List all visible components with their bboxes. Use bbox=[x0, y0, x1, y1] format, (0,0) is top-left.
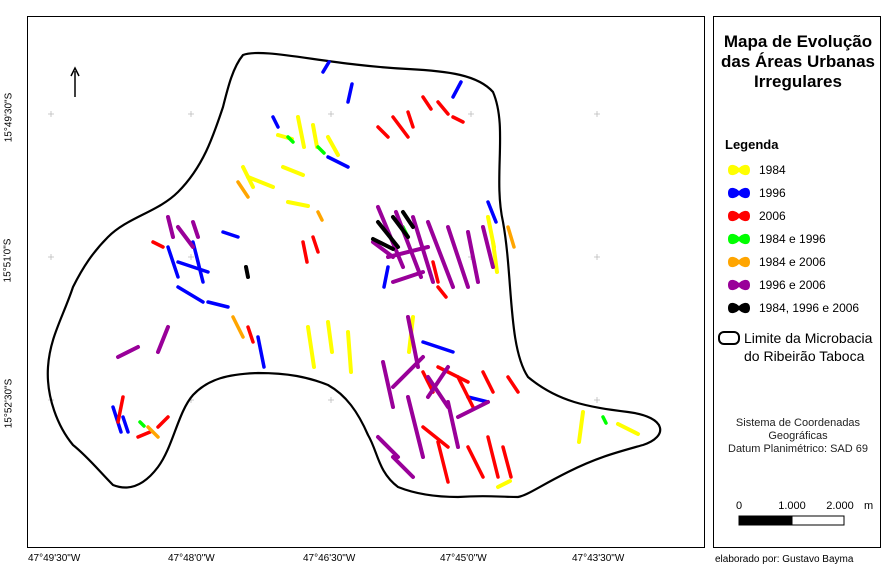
legend-item: 1984, 1996 e 2006 bbox=[725, 299, 859, 317]
graticule-crosses bbox=[48, 111, 600, 403]
legend-item: 1984 e 2006 bbox=[725, 253, 826, 271]
scale-tick-1: 1.000 bbox=[778, 500, 806, 512]
crs-line-1: Sistema de Coordenadas bbox=[735, 417, 861, 429]
map-canvas bbox=[46, 51, 662, 499]
crs-line-3: Datum Planimétrico: SAD 69 bbox=[728, 443, 868, 455]
legend-item-label: 1984 e 2006 bbox=[759, 255, 826, 269]
scale-segment-black bbox=[738, 515, 793, 526]
longitude-label-1: 47°49'30"W bbox=[28, 553, 81, 564]
north-arrow-icon bbox=[70, 66, 80, 97]
legend-swatch bbox=[728, 233, 750, 245]
watershed-boundary bbox=[46, 51, 662, 499]
scale-bar: 0 1.000 2.000 m bbox=[736, 500, 873, 526]
legend-item-boundary: Limite da Microbacia do Ribeirão Taboca bbox=[718, 329, 872, 365]
longitude-label-4: 47°45'0"W bbox=[440, 553, 487, 564]
boundary-label-line-2: do Ribeirão Taboca bbox=[744, 348, 865, 364]
legend-item: 1996 bbox=[725, 184, 786, 202]
author-credit: elaborado por: Gustavo Bayma bbox=[715, 554, 854, 565]
longitude-label-2: 47°48'0"W bbox=[168, 553, 215, 564]
scale-tick-2: 2.000 bbox=[826, 500, 854, 512]
coordinate-system-note: Sistema de Coordenadas Geográficas Datum… bbox=[714, 417, 882, 456]
urban-areas-1984-1996-2006 bbox=[244, 210, 415, 279]
longitude-label-5: 47°43'30"W bbox=[572, 553, 625, 564]
legend-swatch bbox=[728, 256, 750, 268]
legend-item: 1984 e 1996 bbox=[725, 230, 826, 248]
legend-item-label: 2006 bbox=[759, 209, 786, 223]
latitude-label-1: 15°49'30"S bbox=[3, 92, 15, 143]
legend-swatch bbox=[728, 210, 750, 222]
legend-item-label: 1996 e 2006 bbox=[759, 278, 826, 292]
crs-line-2: Geográficas bbox=[768, 430, 828, 442]
legend-item-label: 1984, 1996 e 2006 bbox=[759, 301, 860, 315]
boundary-label-line-1: Limite da Microbacia bbox=[744, 330, 873, 346]
boundary-swatch bbox=[718, 331, 740, 345]
legend-swatch bbox=[728, 187, 750, 199]
legend-item-label: 1984 bbox=[759, 163, 786, 177]
legend-item: 2006 bbox=[725, 207, 786, 225]
latitude-label-2: 15°51'0"S bbox=[2, 238, 14, 283]
map-frame bbox=[27, 16, 705, 548]
scale-segment-white bbox=[791, 515, 845, 526]
legend-panel: Mapa de Evolução das Áreas Urbanas Irreg… bbox=[713, 16, 881, 548]
legend-heading: Legenda bbox=[725, 137, 779, 152]
urban-areas-1984 bbox=[241, 115, 640, 489]
urban-areas-1984-e-2006 bbox=[146, 180, 516, 439]
legend-swatch bbox=[728, 279, 750, 291]
urban-areas-1996 bbox=[111, 60, 498, 434]
legend-item-label: 1984 e 1996 bbox=[759, 232, 826, 246]
longitude-label-3: 47°46'30"W bbox=[303, 553, 356, 564]
urban-areas-1996-e-2006 bbox=[116, 205, 495, 479]
map-title: Mapa de Evolução das Áreas Urbanas Irreg… bbox=[720, 32, 876, 91]
legend-swatch bbox=[728, 164, 750, 176]
boundary-label: Limite da Microbacia do Ribeirão Taboca bbox=[744, 329, 872, 365]
urban-areas-2006 bbox=[116, 95, 520, 484]
legend-item: 1996 e 2006 bbox=[725, 276, 826, 294]
legend-item: 1984 bbox=[725, 161, 786, 179]
scale-unit: m bbox=[864, 500, 873, 512]
scale-tick-0: 0 bbox=[736, 500, 742, 512]
legend-item-label: 1996 bbox=[759, 186, 786, 200]
latitude-label-3: 15°52'30"S bbox=[3, 378, 15, 429]
legend-swatch bbox=[728, 302, 750, 314]
